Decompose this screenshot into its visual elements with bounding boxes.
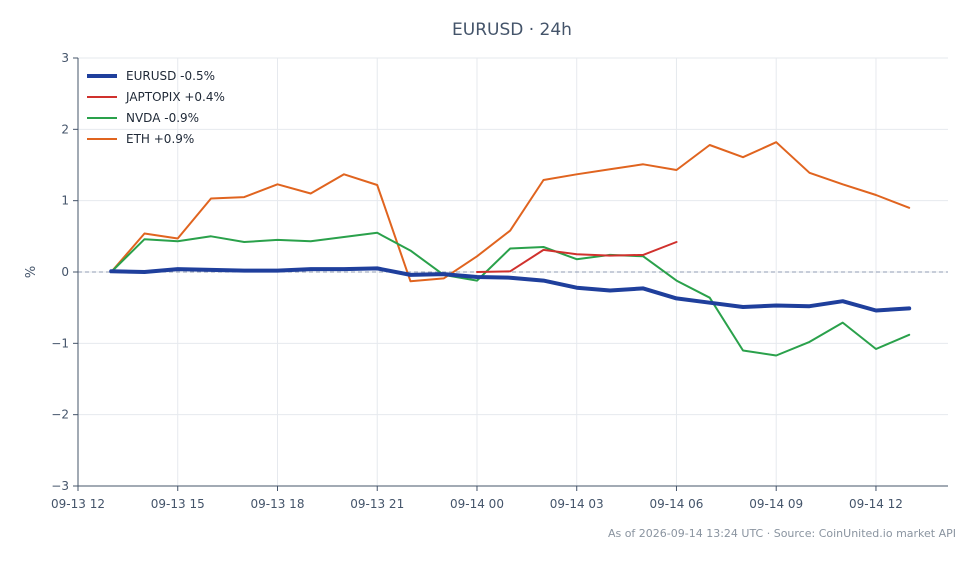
y-ticks: 3 2 1 0 −1 −2 −3 [51, 51, 78, 493]
x-tick-label: 09-14 00 [450, 497, 504, 511]
y-tick-label: 0 [61, 265, 69, 279]
y-tick-label: −1 [51, 336, 69, 350]
y-tick-label: −3 [51, 479, 69, 493]
x-tick-label: 09-13 15 [151, 497, 205, 511]
y-tick-label: 1 [61, 194, 69, 208]
legend-label: ETH +0.9% [126, 132, 194, 146]
legend: EURUSD -0.5% JAPTOPIX +0.4% NVDA -0.9% ETH … [87, 69, 225, 146]
series-line-0 [109, 266, 912, 313]
x-tick-label: 09-14 12 [849, 497, 903, 511]
chart-title: EURUSD · 24h [452, 20, 572, 40]
y-tick-label: 3 [61, 51, 69, 65]
series-line-2 [110, 231, 911, 357]
y-tick-label: −2 [51, 408, 69, 422]
series-line-3 [110, 141, 911, 283]
legend-label: JAPTOPIX +0.4% [125, 90, 225, 104]
legend-label: EURUSD -0.5% [126, 69, 215, 83]
x-tick-label: 09-13 18 [251, 497, 305, 511]
y-axis-label: % [24, 266, 39, 278]
y-tick-label: 2 [61, 122, 69, 136]
x-ticks: 09-13 12 09-13 15 09-13 18 09-13 21 09-14 00… [51, 486, 903, 511]
x-tick-label: 09-13 21 [350, 497, 404, 511]
x-tick-label: 09-14 06 [649, 497, 703, 511]
legend-label: NVDA -0.9% [126, 111, 199, 125]
x-tick-label: 09-13 12 [51, 497, 105, 511]
x-tick-label: 09-14 09 [749, 497, 803, 511]
series-line-1 [476, 241, 678, 273]
series-lines [109, 141, 912, 357]
source-footnote: As of 2026-09-14 13:24 UTC · Source: Coi… [607, 527, 956, 540]
x-tick-label: 09-14 03 [550, 497, 604, 511]
